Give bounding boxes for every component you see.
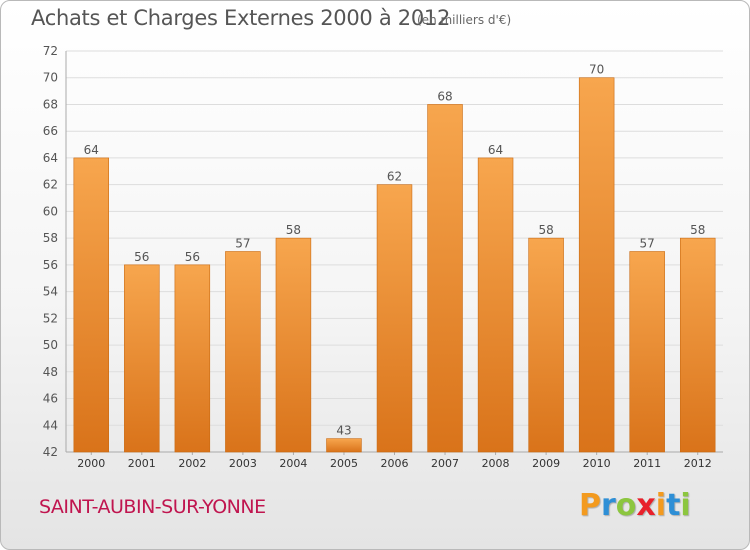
- bar: [326, 438, 362, 453]
- logo-letter: o: [615, 488, 637, 523]
- logo-letter: t: [666, 488, 681, 523]
- x-tick-label: 2003: [229, 457, 257, 470]
- logo-letter: P: [579, 488, 601, 523]
- x-tick-label: 2010: [583, 457, 611, 470]
- x-tick-label: 2002: [178, 457, 206, 470]
- y-tick-label: 58: [43, 231, 58, 245]
- y-tick-label: 42: [43, 445, 58, 459]
- x-tick-label: 2007: [431, 457, 459, 470]
- x-tick-label: 2000: [77, 457, 105, 470]
- x-tick-label: 2001: [128, 457, 156, 470]
- logo-letter: x: [636, 488, 656, 523]
- chart-title: Achats et Charges Externes 2000 à 2012: [31, 6, 451, 30]
- x-tick-label: 2006: [381, 457, 409, 470]
- y-tick-label: 68: [43, 97, 58, 111]
- bar-value-label: 56: [185, 250, 200, 264]
- y-tick-label: 44: [43, 418, 58, 432]
- x-tick-label: 2004: [279, 457, 307, 470]
- bar: [275, 237, 312, 453]
- axes: 42 44 46 48 50 52 54 56 58 60 62 64 66 68 70 72 2000 2001…: [43, 44, 723, 470]
- y-tick-label: 50: [43, 338, 58, 352]
- bar-value-label: 58: [538, 223, 553, 237]
- bar: [578, 77, 615, 453]
- bar: [528, 237, 564, 453]
- bar-value-label: 62: [387, 170, 402, 184]
- bar: [124, 264, 160, 453]
- commune-name: SAINT-AUBIN-SUR-YONNE: [39, 496, 266, 518]
- bar: [73, 157, 110, 453]
- y-tick-label: 72: [43, 44, 58, 58]
- y-tick-label: 64: [43, 151, 58, 165]
- x-tick-label: 2009: [532, 457, 560, 470]
- proxiti-logo: Proxiti: [579, 488, 691, 523]
- bar-value-label: 56: [134, 250, 149, 264]
- bar-value-label: 57: [640, 237, 655, 251]
- bar: [629, 251, 665, 453]
- x-tick-label: 2011: [633, 457, 661, 470]
- logo-letter: i: [680, 488, 691, 523]
- y-tick-label: 56: [43, 258, 58, 272]
- bar: [427, 104, 463, 453]
- y-tick-label: 66: [43, 124, 58, 138]
- logo-letter: i: [655, 488, 667, 523]
- x-tick-label: 2012: [684, 457, 712, 470]
- y-tick-label: 52: [43, 311, 58, 325]
- bar-value-label: 64: [488, 143, 503, 157]
- bar-value-label: 43: [336, 424, 351, 438]
- bar: [477, 157, 514, 453]
- y-tick-label: 54: [43, 285, 58, 299]
- bar-value-label: 70: [589, 63, 604, 77]
- y-tick-label: 62: [43, 178, 58, 192]
- chart-unit: (en milliers d'€): [417, 13, 512, 27]
- y-tick-label: 70: [43, 71, 58, 85]
- bar-value-label: 64: [84, 143, 99, 157]
- bar: [174, 264, 211, 453]
- logo-letter: r: [601, 488, 616, 523]
- x-tick-label: 2008: [482, 457, 510, 470]
- bar-value-label: 58: [286, 223, 301, 237]
- y-tick-label: 46: [43, 392, 58, 406]
- bar-value-label: 57: [235, 237, 250, 251]
- x-tick-label: 2005: [330, 457, 358, 470]
- bars: [73, 77, 716, 453]
- bar-value-label: 68: [437, 89, 452, 103]
- data-labels: 64 56 56 57 58 43 62 68 64 58 70 57 58: [84, 63, 706, 438]
- y-tick-label: 48: [43, 365, 58, 379]
- bar: [679, 237, 716, 453]
- bar-value-label: 58: [690, 223, 705, 237]
- y-tick-label: 60: [43, 204, 58, 218]
- bar: [376, 184, 413, 453]
- bar: [225, 251, 261, 453]
